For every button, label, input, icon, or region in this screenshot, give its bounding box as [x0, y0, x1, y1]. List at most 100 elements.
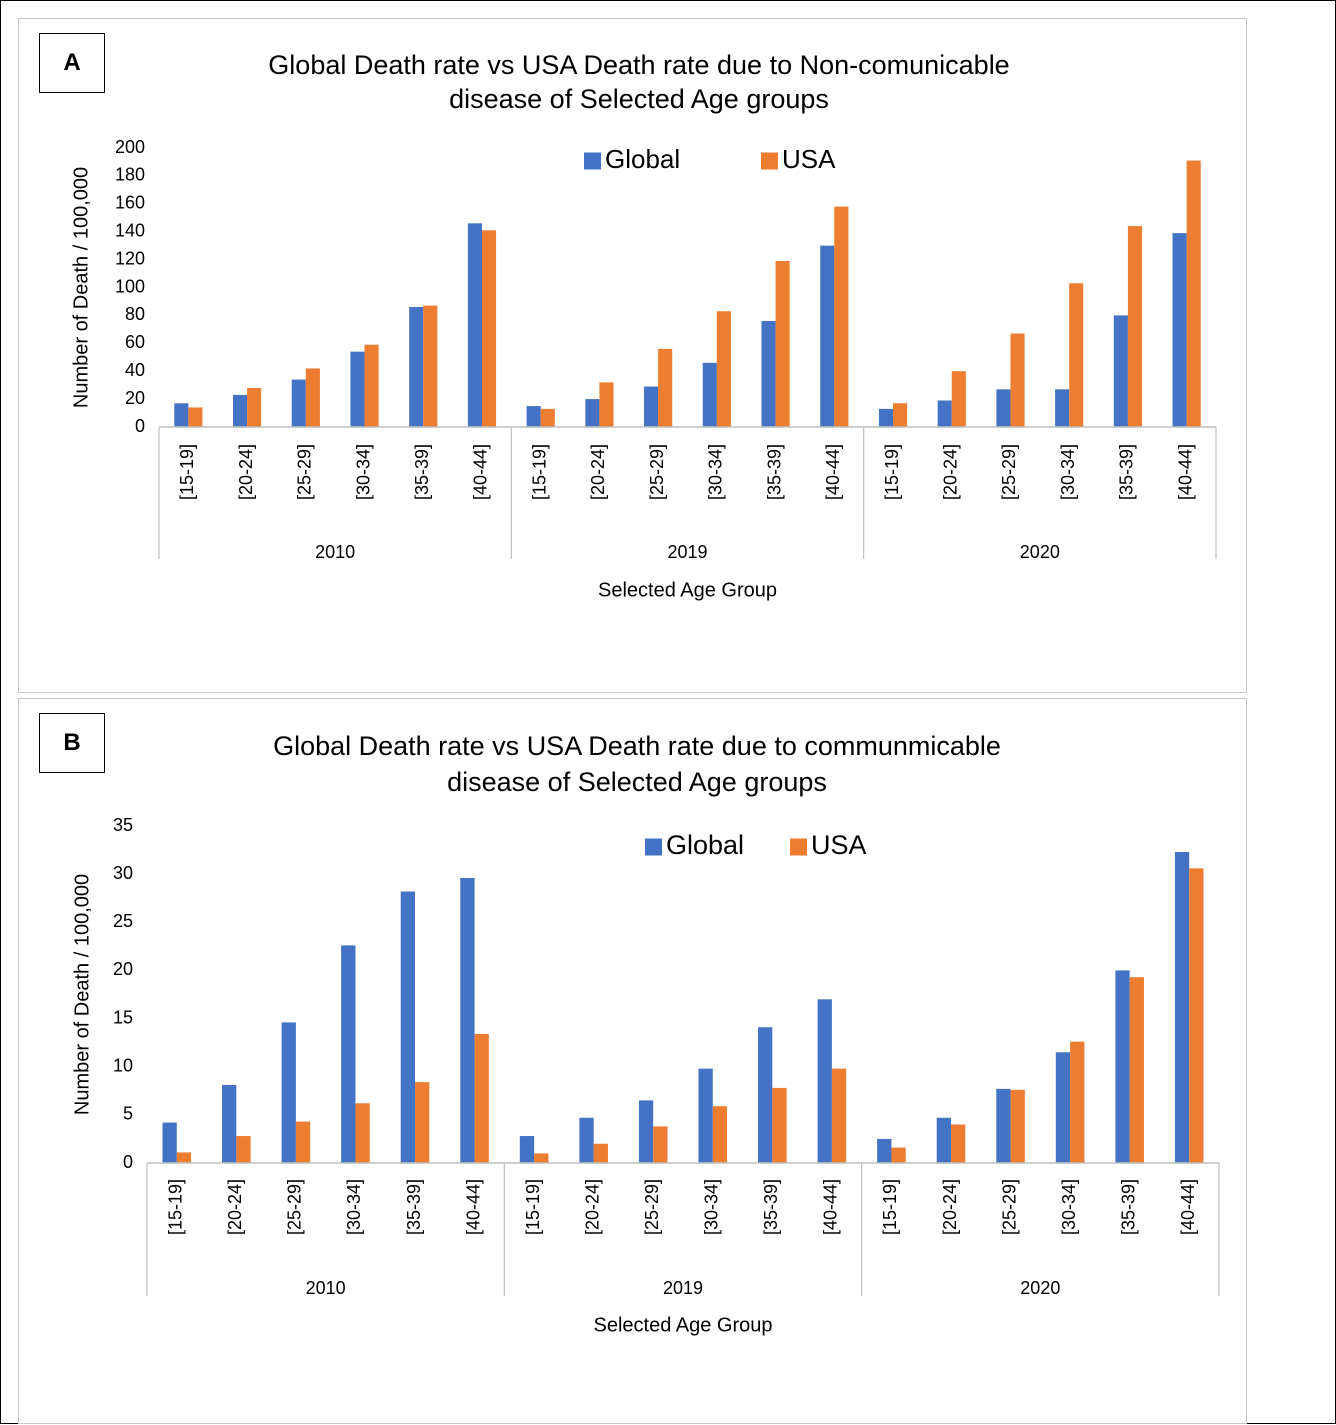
x-category-label: [30-34] — [706, 444, 726, 500]
bar-usa — [653, 1126, 668, 1163]
bar-global — [519, 1136, 535, 1163]
x-category-label: [35-39] — [764, 444, 784, 500]
chart-panel-a: Global Death rate vs USA Death rate due … — [18, 18, 1247, 693]
x-category-label: [30-34] — [353, 444, 373, 500]
x-category-label: [15-19] — [523, 1179, 543, 1235]
bar-global — [460, 877, 475, 1163]
bar-global — [820, 245, 835, 427]
bar-global — [937, 400, 952, 427]
x-category-label: [20-24] — [582, 1179, 602, 1235]
bar-global — [526, 406, 541, 427]
chart-title-line-1: Global Death rate vs USA Death rate due … — [273, 731, 1001, 761]
bar-global — [174, 403, 189, 427]
x-category-label: [35-39] — [412, 444, 432, 500]
x-group-label: 2010 — [306, 1278, 346, 1298]
y-tick-label: 0 — [135, 416, 145, 436]
legend-label-global: Global — [605, 144, 680, 174]
bar-global — [1055, 389, 1070, 427]
x-category-label: [30-34] — [344, 1179, 364, 1235]
bar-global — [467, 223, 482, 427]
panel-letter-b: B — [39, 713, 105, 773]
y-tick-label: 40 — [125, 360, 145, 380]
bar-usa — [534, 1153, 549, 1163]
bar-usa — [540, 408, 555, 427]
legend-swatch-usa — [790, 838, 807, 856]
bar-usa — [474, 1033, 489, 1163]
y-axis-label: Number of Death / 100,000 — [71, 874, 93, 1115]
bar-usa — [415, 1082, 430, 1163]
x-category-label: [25-29] — [642, 1179, 662, 1235]
bar-usa — [775, 260, 790, 427]
x-axis-label: Selected Age Group — [593, 1314, 772, 1336]
x-category-label: [40-44] — [823, 444, 843, 500]
bar-global — [698, 1068, 713, 1163]
bar-usa — [716, 311, 731, 427]
legend-label-global: Global — [666, 830, 744, 860]
bar-global — [1055, 1052, 1071, 1163]
bar-usa — [1010, 1089, 1025, 1163]
bar-usa — [1189, 868, 1204, 1163]
legend-label-usa: USA — [811, 830, 867, 860]
bar-usa — [1129, 977, 1144, 1163]
bar-usa — [236, 1136, 251, 1163]
x-category-label: [20-24] — [225, 1179, 245, 1235]
x-category-label: [25-29] — [285, 1179, 305, 1235]
x-category-label: [20-24] — [588, 444, 608, 500]
bar-global — [341, 945, 356, 1163]
bar-global — [758, 1027, 773, 1163]
x-category-label: [30-34] — [702, 1179, 722, 1235]
x-category-label: [35-39] — [1118, 1179, 1138, 1235]
x-category-label: [15-19] — [166, 1179, 186, 1235]
x-category-label: [20-24] — [236, 444, 256, 500]
legend-label-usa: USA — [782, 144, 836, 174]
bar-usa — [1070, 1041, 1085, 1163]
bar-global — [281, 1022, 296, 1163]
x-category-label: [40-44] — [1175, 444, 1195, 500]
chart-panel-b: Global Death rate vs USA Death rate due … — [18, 698, 1247, 1424]
x-group-label: 2019 — [663, 1278, 703, 1298]
bar-usa — [831, 1068, 847, 1163]
x-category-label: [15-19] — [882, 444, 902, 500]
bar-global — [702, 362, 717, 427]
x-category-label: [20-24] — [940, 1179, 960, 1235]
bar-usa — [891, 1147, 906, 1163]
x-category-label: [25-29] — [647, 444, 667, 500]
bar-usa — [1186, 160, 1201, 427]
x-group-label: 2020 — [1020, 1278, 1060, 1298]
x-category-label: [35-39] — [761, 1179, 781, 1235]
y-tick-label: 25 — [113, 911, 133, 931]
y-tick-label: 20 — [125, 388, 145, 408]
bar-global — [1115, 970, 1130, 1163]
bar-global — [291, 379, 306, 427]
x-group-label: 2019 — [667, 542, 707, 562]
bar-global — [877, 1138, 892, 1163]
chart-title-line-2: disease of Selected Age groups — [447, 767, 827, 797]
bar-usa — [712, 1106, 728, 1163]
chart-a-svg: Global Death rate vs USA Death rate due … — [70, 50, 1217, 601]
bar-global — [878, 408, 894, 427]
y-tick-label: 60 — [125, 332, 145, 352]
y-tick-label: 100 — [115, 276, 145, 296]
x-category-label: [15-19] — [880, 1179, 900, 1235]
x-category-label: [40-44] — [1178, 1179, 1198, 1235]
chart-b-svg: Global Death rate vs USA Death rate due … — [71, 731, 1220, 1336]
bar-usa — [355, 1103, 370, 1163]
y-tick-label: 35 — [113, 815, 133, 835]
bar-usa — [658, 348, 673, 427]
bar-usa — [593, 1143, 608, 1163]
bar-usa — [1010, 333, 1025, 427]
bar-usa — [188, 407, 203, 427]
y-tick-label: 0 — [123, 1152, 133, 1172]
legend-swatch-global — [645, 838, 662, 856]
bar-usa — [834, 206, 849, 427]
bar-usa — [1127, 226, 1143, 427]
x-category-label: [40-44] — [821, 1179, 841, 1235]
x-category-label: [35-39] — [404, 1179, 424, 1235]
bar-usa — [247, 387, 262, 427]
x-category-label: [40-44] — [471, 444, 491, 500]
bar-usa — [1069, 283, 1084, 427]
legend-swatch-usa — [761, 152, 778, 170]
y-tick-label: 15 — [113, 1007, 133, 1027]
y-tick-label: 10 — [113, 1055, 133, 1075]
panel-letter-a: A — [39, 33, 105, 93]
